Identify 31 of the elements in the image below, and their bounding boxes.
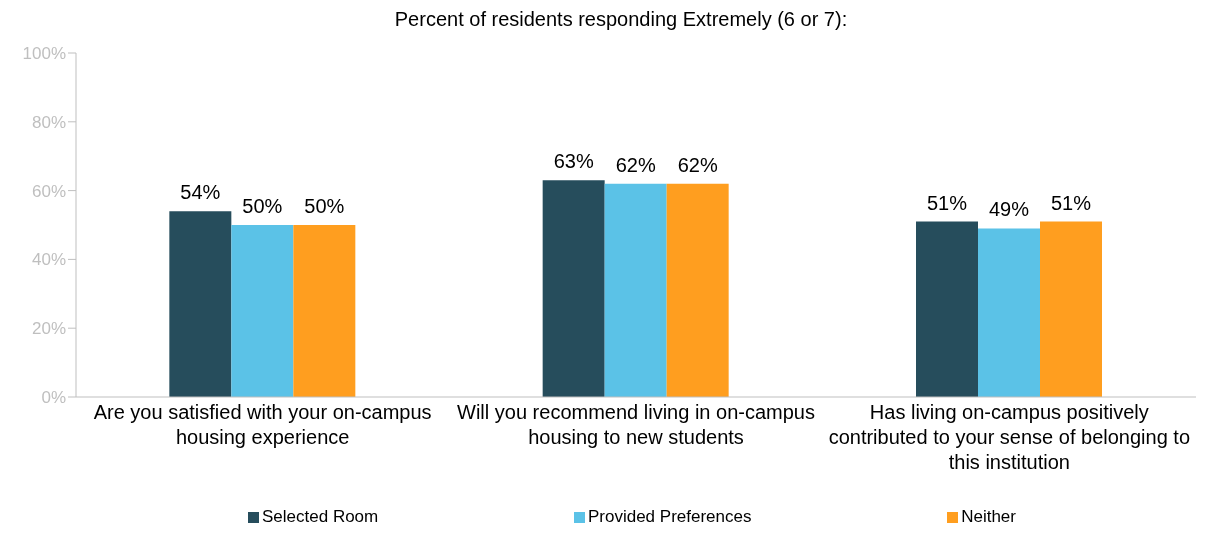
bar [542,180,605,397]
legend-label: Provided Preferences [587,507,752,527]
y-tick-label: 0% [41,388,66,408]
bar [604,183,667,397]
y-tick-label: 20% [31,319,66,339]
bar [169,211,232,397]
y-tick-label: 100% [22,44,66,64]
chart-title: Percent of residents responding Extremely (6 or 7): [393,8,849,31]
data-label: 50% [242,195,283,217]
data-label: 62% [615,153,656,176]
legend-label: Neither [961,507,1016,527]
y-tick-label: 60% [31,181,66,201]
data-label: 50% [304,195,345,217]
data-label: 63% [553,150,594,173]
bar [1040,221,1102,397]
y-tick-label: 40% [31,250,66,270]
x-tick-label: Will you recommend living in on-campus housing to new students [457,401,815,448]
data-label: 51% [926,191,968,214]
data-label: 54% [180,181,221,204]
bar [231,225,294,397]
y-tick-label: 80% [31,112,66,132]
bar [916,221,978,397]
x-tick-label: Has living on-campus positively contributed to your sense of belonging to this institution [828,401,1191,473]
bar [666,183,729,397]
data-label: 62% [677,153,718,176]
data-label: 49% [988,198,1030,221]
data-label: 51% [1050,191,1092,214]
bar [978,228,1040,397]
x-tick-label: Are you satisfied with your on-campus housing experience [93,401,432,448]
legend-label: Selected Room [262,507,379,527]
bar [293,225,356,397]
